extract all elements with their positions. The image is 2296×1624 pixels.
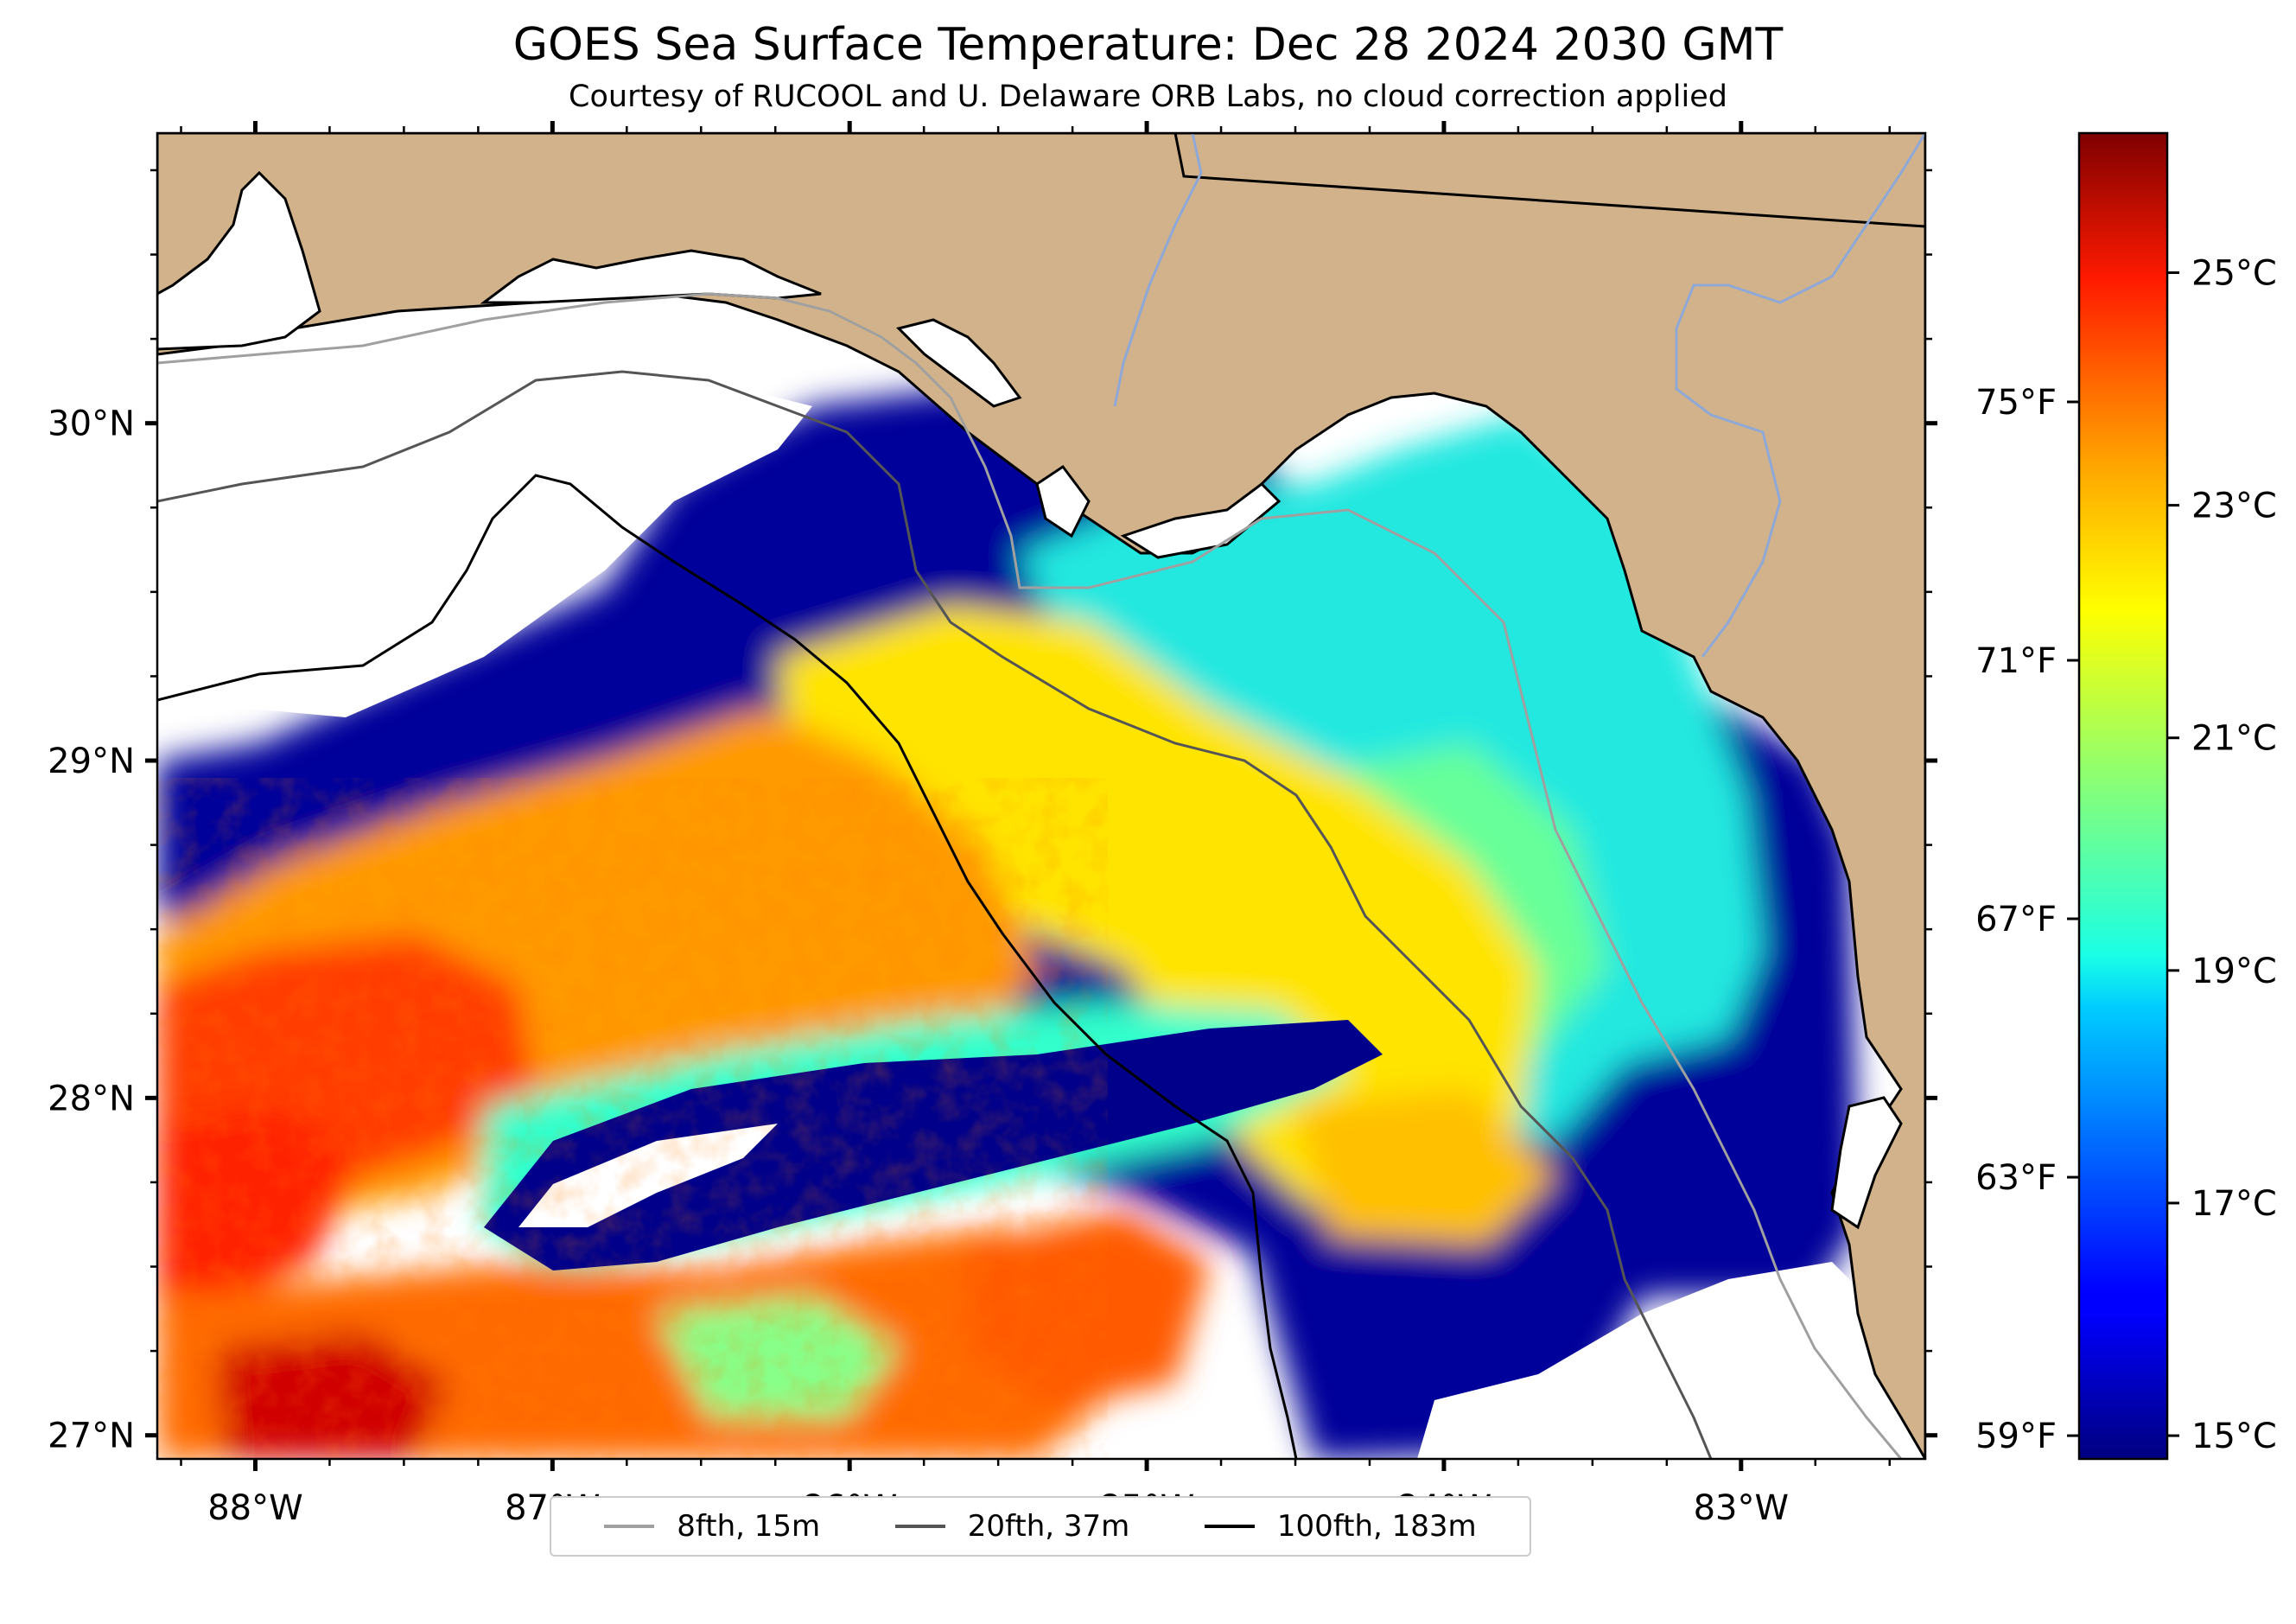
bay-tampa xyxy=(1830,1096,1903,1230)
bay-stjoe xyxy=(896,318,1022,408)
lon-tick-label: 83°W xyxy=(1694,1488,1789,1528)
legend-item-20fth: 20fth, 37m xyxy=(894,1509,1130,1544)
legend-swatch-20fth xyxy=(894,1525,945,1528)
nodata-se xyxy=(1417,1262,1925,1459)
celsius-tick-label: 19°C xyxy=(2191,952,2277,991)
colorbar-celsius-axis: 25°C 23°C 21°C 19°C 17°C 15°C xyxy=(2167,253,2277,1456)
map-area[interactable] xyxy=(157,133,1925,1461)
isobath-37m xyxy=(157,370,1713,1459)
fahrenheit-tick-label: 63°F xyxy=(1975,1158,2057,1198)
bay-pensacola xyxy=(480,249,822,304)
legend-item-8fth: 8fth, 15m xyxy=(604,1509,820,1544)
isobath-183m xyxy=(157,474,1298,1459)
legend-label-100fth: 100fth, 183m xyxy=(1276,1509,1477,1544)
fahrenheit-tick-label: 59°F xyxy=(1975,1417,2057,1456)
lon-tick-label: 88°W xyxy=(207,1488,302,1528)
bay-west xyxy=(157,170,321,351)
latitude-axis: 30°N 29°N 28°N 27°N xyxy=(48,169,1937,1456)
celsius-tick-label: 15°C xyxy=(2191,1417,2277,1456)
bay-stmarks xyxy=(1120,482,1282,559)
celsius-tick-label: 17°C xyxy=(2191,1184,2277,1224)
bay-apalachicola xyxy=(1035,464,1091,538)
fahrenheit-tick-label: 71°F xyxy=(1975,641,2057,681)
map-title: GOES Sea Surface Temperature: Dec 28 202… xyxy=(512,19,1784,71)
legend-swatch-100fth xyxy=(1204,1525,1255,1528)
lat-tick-label: 27°N xyxy=(48,1417,135,1456)
lat-tick-label: 28°N xyxy=(48,1079,135,1118)
map-subtitle: Courtesy of RUCOOL and U. Delaware ORB L… xyxy=(569,80,1727,114)
map-frame xyxy=(156,131,1927,1461)
isobath-15m xyxy=(157,292,1903,1459)
fahrenheit-tick-label: 75°F xyxy=(1975,383,2057,423)
fahrenheit-tick-label: 67°F xyxy=(1975,900,2057,939)
isobath-legend: 8fth, 15m 20fth, 37m 100fth, 183m xyxy=(550,1496,1531,1557)
sst-texture xyxy=(157,778,1108,1459)
celsius-tick-label: 25°C xyxy=(2191,253,2277,293)
state-border xyxy=(1173,133,1925,228)
legend-label-8fth: 8fth, 15m xyxy=(677,1509,821,1544)
legend-label-20fth: 20fth, 37m xyxy=(967,1509,1130,1544)
celsius-tick-label: 23°C xyxy=(2191,487,2277,526)
legend-item-100fth: 100fth, 183m xyxy=(1204,1509,1477,1544)
colorbar-fahrenheit-axis: 75°F 71°F 67°F 63°F 59°F xyxy=(1975,383,2079,1456)
celsius-tick-label: 21°C xyxy=(2191,719,2277,759)
river-suwannee xyxy=(1675,133,1925,658)
legend-swatch-8fth xyxy=(604,1525,655,1528)
lat-tick-label: 29°N xyxy=(48,742,135,781)
colorbar[interactable] xyxy=(2077,131,2169,1461)
river-apalachicola xyxy=(1113,133,1203,407)
lat-tick-label: 30°N xyxy=(48,404,135,444)
